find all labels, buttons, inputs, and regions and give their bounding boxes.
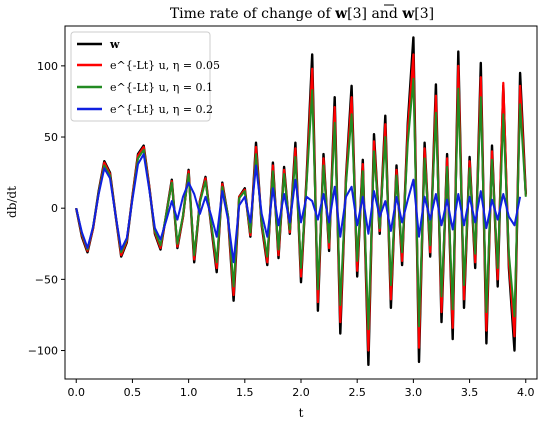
x-tick-label: 3.0: [405, 386, 423, 399]
x-tick-label: 0.0: [67, 386, 85, 399]
y-tick-label: 0: [51, 202, 58, 215]
legend-label-eta-02: e^{-Lt} u, η = 0.2: [110, 103, 213, 116]
x-tick-label: 2.0: [292, 386, 310, 399]
chart-title: Time rate of change of w[3] and w[3]: [170, 6, 434, 22]
x-axis-ticks: 0.0 0.5 1.0 1.5 2.0 2.5 3.0 3.5 4.0: [67, 379, 535, 399]
y-axis-label: db/dt: [5, 186, 19, 218]
y-tick-label: −50: [35, 273, 58, 286]
legend-label-eta-01: e^{-Lt} u, η = 0.1: [110, 81, 213, 94]
legend-box: [70, 31, 211, 122]
x-tick-label: 4.0: [517, 386, 535, 399]
legend-label-eta-005: e^{-Lt} u, η = 0.05: [110, 59, 220, 72]
legend-label-w: w: [109, 38, 120, 51]
x-tick-label: 1.5: [236, 386, 254, 399]
y-tick-label: −100: [28, 345, 58, 358]
series-group: [75, 36, 527, 366]
x-tick-label: 0.5: [124, 386, 142, 399]
y-tick-label: 100: [37, 60, 58, 73]
series-line-3: [75, 153, 522, 264]
x-tick-label: 3.5: [461, 386, 479, 399]
x-tick-label: 1.0: [180, 386, 198, 399]
legend: w e^{-Lt} u, η = 0.05 e^{-Lt} u, η = 0.1…: [70, 31, 220, 122]
y-tick-label: 50: [44, 131, 58, 144]
x-axis-label: t: [299, 406, 304, 420]
y-axis-ticks: −100 −50 0 50 100: [28, 60, 65, 358]
x-tick-label: 2.5: [348, 386, 366, 399]
